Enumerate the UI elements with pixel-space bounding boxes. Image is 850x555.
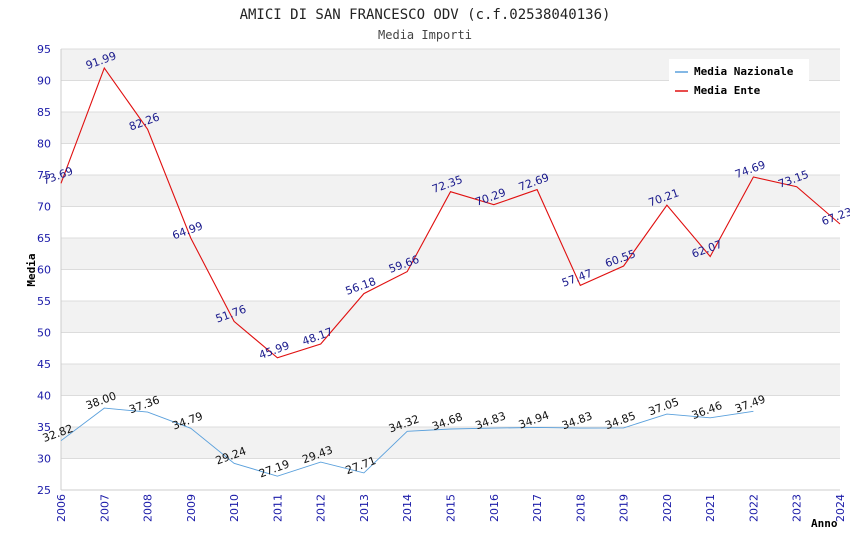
x-tick-label: 2021 [704, 494, 717, 522]
y-tick-label: 90 [37, 75, 51, 88]
x-tick-label: 2019 [618, 494, 631, 522]
x-tick-label: 2007 [98, 494, 111, 522]
x-tick-label: 2009 [185, 494, 198, 522]
x-tick-label: 2017 [531, 494, 544, 522]
x-axis-label: Anno [811, 517, 838, 530]
x-tick-label: 2006 [55, 494, 68, 522]
grid-band [61, 301, 840, 333]
grid-band [61, 144, 840, 176]
y-tick-label: 95 [37, 43, 51, 56]
grid-band [61, 333, 840, 365]
grid-band [61, 364, 840, 396]
x-tick-label: 2016 [488, 494, 501, 522]
x-tick-label: 2008 [142, 494, 155, 522]
grid-band [61, 459, 840, 491]
x-tick-label: 2015 [445, 494, 458, 522]
y-tick-label: 70 [37, 201, 51, 214]
grid-band [61, 112, 840, 144]
y-tick-label: 60 [37, 264, 51, 277]
grid-band [61, 427, 840, 459]
y-tick-label: 80 [37, 138, 51, 151]
x-tick-label: 2013 [358, 494, 371, 522]
chart-title: AMICI DI SAN FRANCESCO ODV (c.f.02538040… [240, 7, 611, 23]
x-tick-label: 2020 [661, 494, 674, 522]
x-tick-label: 2018 [574, 494, 587, 522]
y-tick-label: 30 [37, 453, 51, 466]
x-tick-label: 2022 [747, 494, 760, 522]
y-tick-label: 55 [37, 295, 51, 308]
grid-band [61, 270, 840, 302]
y-tick-label: 50 [37, 327, 51, 340]
y-axis-label: Media [25, 253, 38, 286]
legend: Media Nazionale Media Ente [669, 59, 809, 103]
x-tick-label: 2011 [271, 494, 284, 522]
x-tick-label: 2014 [401, 494, 414, 522]
y-tick-label: 40 [37, 390, 51, 403]
x-tick-label: 2010 [228, 494, 241, 522]
x-tick-label: 2023 [791, 494, 804, 522]
x-tick-label: 2012 [315, 494, 328, 522]
y-tick-label: 85 [37, 106, 51, 119]
y-tick-label: 25 [37, 484, 51, 497]
legend-label-media-nazionale: Media Nazionale [694, 65, 794, 78]
y-tick-label: 45 [37, 358, 51, 371]
grid-band [61, 238, 840, 270]
y-tick-label: 65 [37, 232, 51, 245]
legend-label-media-ente: Media Ente [694, 84, 761, 97]
chart-subtitle: Media Importi [378, 28, 472, 42]
